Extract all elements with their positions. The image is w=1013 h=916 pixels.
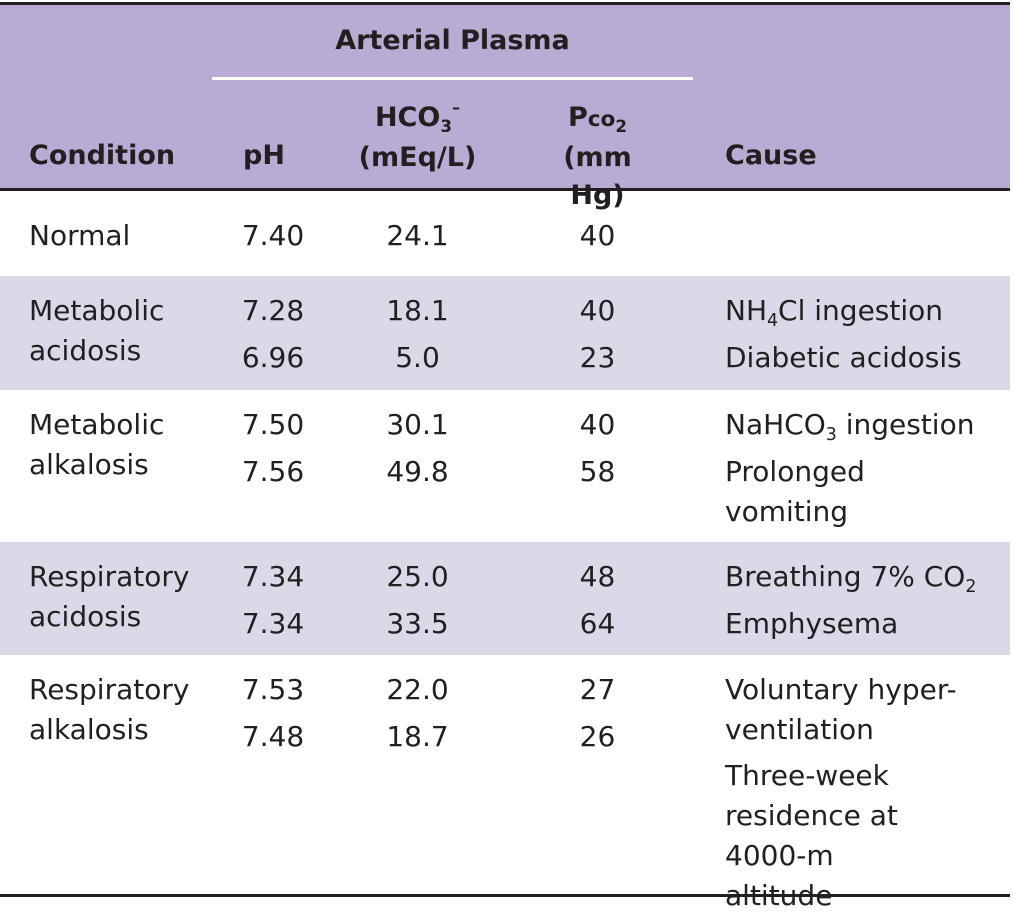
group-title-rule xyxy=(212,77,693,80)
row-condition: Metabolic acidosis xyxy=(29,294,165,367)
cause-subscript: 3 xyxy=(825,425,837,446)
row-condition: Respiratory acidosis xyxy=(29,560,190,633)
table-row-metabolic-alkalosis: Metabolic alkalosis 7.50 7.56 30.1 49.8 … xyxy=(0,390,1010,542)
row-ph-1: 7.28 xyxy=(241,294,305,327)
header-pco2: Pco2 xyxy=(535,99,660,139)
bottom-rule xyxy=(0,894,1010,897)
top-rule xyxy=(0,2,1010,5)
table-header: Arterial Plasma Condition pH HCO3– (mEq/… xyxy=(0,5,1010,211)
row-ph-2: 6.96 xyxy=(241,341,305,374)
row-pco2: 40 xyxy=(579,219,616,252)
row-pco2-2: 64 xyxy=(579,607,616,640)
row-ph: 7.40 xyxy=(241,219,305,252)
header-hco3: HCO3– xyxy=(355,99,480,137)
header-rule xyxy=(0,188,1010,191)
header-cause: Cause xyxy=(725,140,817,171)
cause-text: NH xyxy=(725,294,767,327)
row-hco3-1: 22.0 xyxy=(386,673,449,706)
row-pco2-1: 48 xyxy=(579,560,616,593)
cause-text: NaHCO xyxy=(725,408,826,441)
row-hco3-2: 18.7 xyxy=(386,720,449,753)
pco2-label-small: co xyxy=(587,107,616,132)
row-condition: Metabolic alkalosis xyxy=(29,408,165,481)
header-hco3-unit: (mEq/L) xyxy=(358,142,477,173)
row-pco2-2: 23 xyxy=(579,341,616,374)
header-pco2-unit: (mm Hg) xyxy=(563,142,632,211)
row-hco3-1: 18.1 xyxy=(386,294,449,327)
row-ph-1: 7.53 xyxy=(241,673,305,706)
cause-subscript: 2 xyxy=(965,577,977,598)
row-ph-2: 7.48 xyxy=(241,720,305,753)
cause-text-after: Cl ingestion xyxy=(778,294,944,327)
row-pco2-2: 26 xyxy=(579,720,616,753)
row-hco3-1: 25.0 xyxy=(386,560,449,593)
table-row-metabolic-acidosis: Metabolic acidosis 7.28 6.96 18.1 5.0 40… xyxy=(0,276,1010,390)
row-cause-1: NaHCO3 ingestion xyxy=(725,405,1010,445)
row-ph-2: 7.34 xyxy=(241,607,305,640)
table-row-respiratory-alkalosis: Respiratory alkalosis 7.53 7.48 22.0 18.… xyxy=(0,655,1010,912)
cause-text: Breathing 7% CO xyxy=(725,560,966,593)
row-cause-2: Three-week residence at 4000-m altitude xyxy=(725,759,898,912)
row-hco3: 24.1 xyxy=(386,219,449,252)
row-hco3-2: 5.0 xyxy=(395,341,440,374)
row-condition: Respiratory alkalosis xyxy=(29,673,190,746)
row-cause-1: Voluntary hyper-ventilation xyxy=(725,673,957,746)
hco3-superscript: – xyxy=(451,98,461,118)
row-cause-2: Prolonged vomiting xyxy=(725,455,865,528)
row-hco3-1: 30.1 xyxy=(386,408,449,441)
row-pco2-1: 27 xyxy=(579,673,616,706)
group-title-arterial-plasma: Arterial Plasma xyxy=(335,25,570,56)
hco3-subscript: 3 xyxy=(440,115,452,136)
pco2-label: P xyxy=(567,102,588,133)
row-pco2-1: 40 xyxy=(579,294,616,327)
row-ph-1: 7.34 xyxy=(241,560,305,593)
cause-subscript: 4 xyxy=(767,311,779,332)
header-condition: Condition xyxy=(29,140,176,171)
row-condition: Normal xyxy=(29,219,131,252)
row-cause-1: NH4Cl ingestion xyxy=(725,291,1010,331)
hco3-label: HCO xyxy=(374,102,441,133)
row-hco3-2: 49.8 xyxy=(386,455,449,488)
table-row-respiratory-acidosis: Respiratory acidosis 7.34 7.34 25.0 33.5… xyxy=(0,542,1010,655)
row-pco2-2: 58 xyxy=(579,455,616,488)
header-ph: pH xyxy=(243,140,285,171)
row-cause-2: Emphysema xyxy=(725,607,899,640)
table-row-normal: Normal 7.40 24.1 40 xyxy=(0,191,1010,276)
cause-text-after: ingestion xyxy=(836,408,975,441)
row-pco2-1: 40 xyxy=(579,408,616,441)
row-cause-1: Breathing 7% CO2 xyxy=(725,557,1010,597)
row-hco3-2: 33.5 xyxy=(386,607,449,640)
pco2-subscript: 2 xyxy=(615,115,628,136)
row-ph-2: 7.56 xyxy=(241,455,305,488)
row-cause-2: Diabetic acidosis xyxy=(725,341,962,374)
row-ph-1: 7.50 xyxy=(241,408,305,441)
